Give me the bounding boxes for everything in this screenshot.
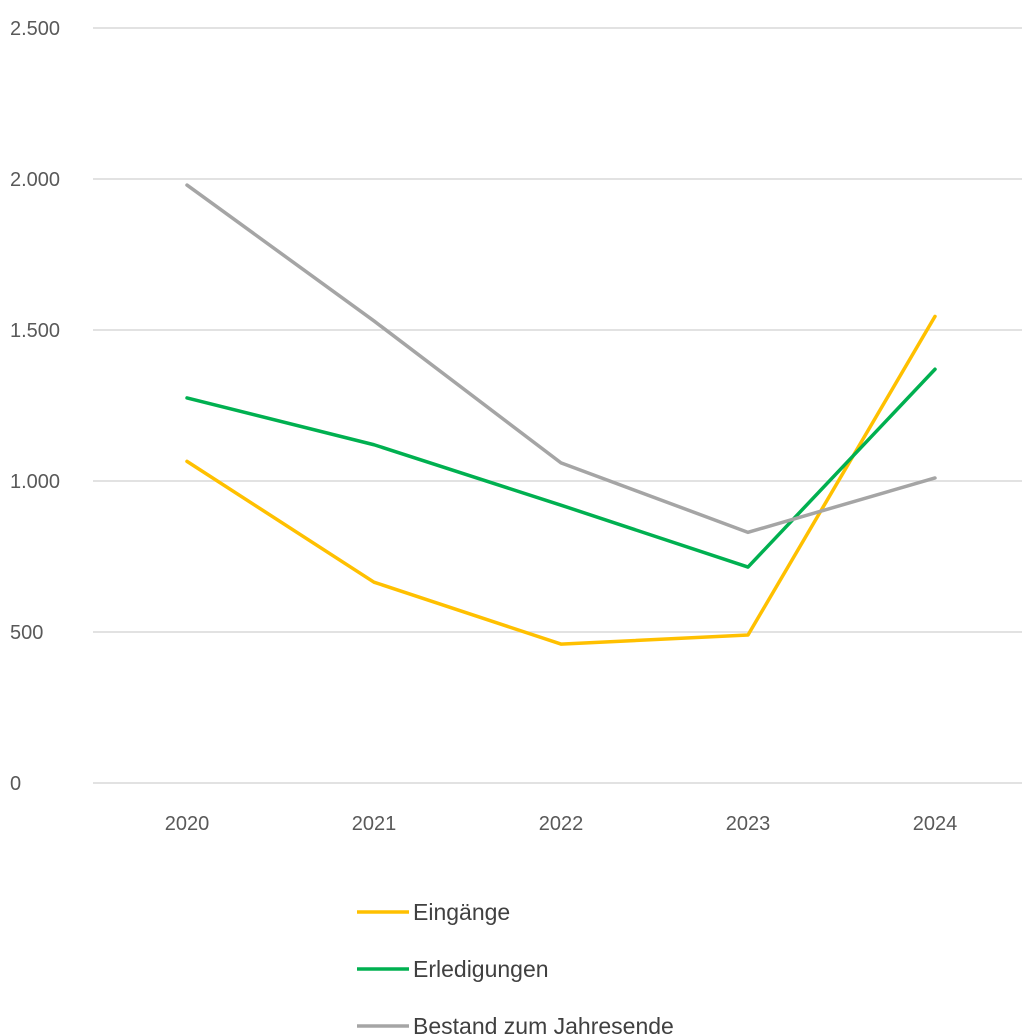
legend-label: Eingänge [413, 899, 510, 925]
x-axis-tick-labels: 2020 2021 2022 2023 2024 [165, 813, 958, 835]
legend-item-1: Erledigungen [357, 956, 549, 982]
series-line-1 [185, 367, 937, 569]
y-tick-label: 0 [10, 773, 21, 795]
series-line-0 [185, 314, 937, 646]
legend: Eingänge Erledigungen Bestand zum Jahresen… [357, 899, 674, 1035]
x-tick-label: 2020 [165, 813, 210, 835]
gridlines [93, 27, 1022, 784]
x-tick-label: 2021 [352, 813, 397, 835]
x-tick-label: 2022 [539, 813, 584, 835]
y-tick-label: 2.000 [10, 169, 60, 191]
x-tick-label: 2024 [913, 813, 958, 835]
y-tick-label: 2.500 [10, 18, 60, 40]
legend-label: Bestand zum Jahresende [413, 1013, 674, 1035]
legend-item-2: Bestand zum Jahresende [357, 1013, 674, 1035]
legend-label: Erledigungen [413, 956, 549, 982]
y-axis-tick-labels: 0 500 1.000 1.500 2.000 2.500 [10, 18, 60, 795]
legend-item-0: Eingänge [357, 899, 510, 925]
y-tick-label: 500 [10, 622, 43, 644]
y-tick-label: 1.000 [10, 471, 60, 493]
series-lines [185, 183, 937, 646]
x-tick-label: 2023 [726, 813, 771, 835]
y-tick-label: 1.500 [10, 320, 60, 342]
series-line-2 [185, 183, 937, 535]
